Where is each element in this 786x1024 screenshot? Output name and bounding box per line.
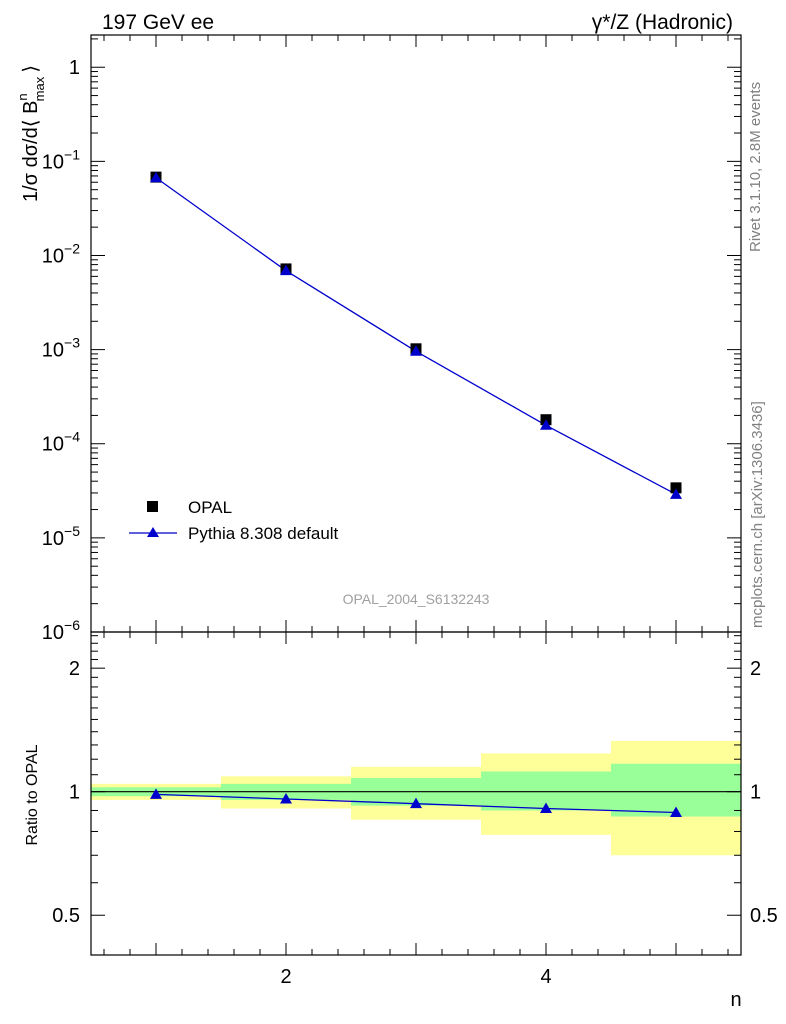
analysis-id-label: OPAL_2004_S6132243 [343, 591, 490, 607]
main-plot-series [150, 171, 682, 499]
main-y-axis-label: 1/σ dσ/d⟨ Bn max ⟩ [15, 65, 47, 202]
main-y-tick-label: 10−5 [42, 523, 80, 550]
main-y-tick-label-base: 10 [42, 434, 64, 456]
main-y-tick-label-base: 10 [42, 245, 64, 267]
main-y-tick-label-exponent: −5 [64, 523, 80, 539]
ratio-mc-point [670, 806, 682, 817]
main-y-axis-label-sup: n [15, 93, 30, 100]
main-y-tick-label-base: 10 [42, 340, 64, 362]
ratio-mc-point [410, 797, 422, 809]
ratio-plot-frame: 2 4 0.5 0.5 1 1 2 2 [52, 631, 778, 988]
main-y-axis-label-close: ⟩ [20, 65, 42, 73]
header-left-label: 197 GeV ee [102, 11, 214, 34]
ratio-y-tick-label-right: 2 [750, 658, 761, 680]
x-axis-label: n [730, 989, 741, 1011]
main-plot-frame: 10−610−510−410−310−210−11 [42, 34, 742, 644]
ratio-mc-point [280, 792, 292, 804]
main-y-tick-label: 10−6 [42, 617, 80, 644]
rivet-version-label: Rivet 3.1.10, 2.8M events [747, 82, 764, 252]
header-right-label: γ*/Z (Hadronic) [592, 11, 733, 34]
main-y-tick-label: 10−1 [42, 146, 80, 173]
main-y-tick-label: 10−2 [42, 240, 80, 267]
main-opal-point [670, 482, 682, 494]
main-mc-point [150, 171, 162, 183]
main-y-tick-label: 1 [69, 57, 80, 79]
main-y-axis-label-sub: max [32, 76, 47, 101]
main-y-tick-label-exponent: −4 [64, 429, 80, 445]
main-y-tick-label: 10−4 [42, 429, 80, 456]
legend-mc-marker [147, 527, 159, 537]
ratio-y-tick-label-right: 1 [750, 782, 761, 804]
main-mc-point [410, 345, 422, 356]
mcplots-source-label: mcplots.cern.ch [arXiv:1306.3436] [749, 401, 766, 628]
x-tick-label: 4 [540, 966, 551, 988]
ratio-mc-point [150, 788, 162, 799]
legend-mc-label: Pythia 8.308 default [188, 524, 339, 543]
legend-data-marker [147, 501, 158, 512]
main-y-tick-label-exponent: −6 [64, 617, 80, 633]
ratio-y-axis-label: Ratio to OPAL [24, 744, 41, 845]
main-y-tick-label-exponent: −1 [64, 146, 80, 162]
main-mc-point [280, 264, 292, 276]
main-y-tick-label-exponent: −2 [64, 240, 80, 256]
main-mc-point [540, 419, 552, 430]
legend-data-label: OPAL [188, 498, 232, 517]
ratio-y-tick-label-right: 0.5 [750, 905, 778, 927]
ratio-mc-point [540, 802, 552, 814]
main-y-tick-label: 10−3 [42, 335, 80, 362]
ratio-plot-series [150, 788, 682, 817]
main-y-tick-label-base: 10 [42, 151, 64, 173]
main-y-tick-label-base: 10 [42, 528, 64, 550]
x-tick-label: 2 [280, 966, 291, 988]
main-y-axis-label-text: 1/σ dσ/d⟨ B [20, 101, 42, 202]
ratio-y-tick-label-left: 1 [69, 782, 80, 804]
main-mc-point [670, 488, 682, 499]
main-mc-line [155, 177, 677, 495]
ratio-y-tick-label-left: 2 [69, 658, 80, 680]
legend: OPAL Pythia 8.308 default [129, 498, 339, 543]
main-y-tick-label-base: 10 [42, 622, 64, 644]
main-y-tick-label-exponent: −3 [64, 335, 80, 351]
ratio-y-tick-label-left: 0.5 [52, 905, 80, 927]
